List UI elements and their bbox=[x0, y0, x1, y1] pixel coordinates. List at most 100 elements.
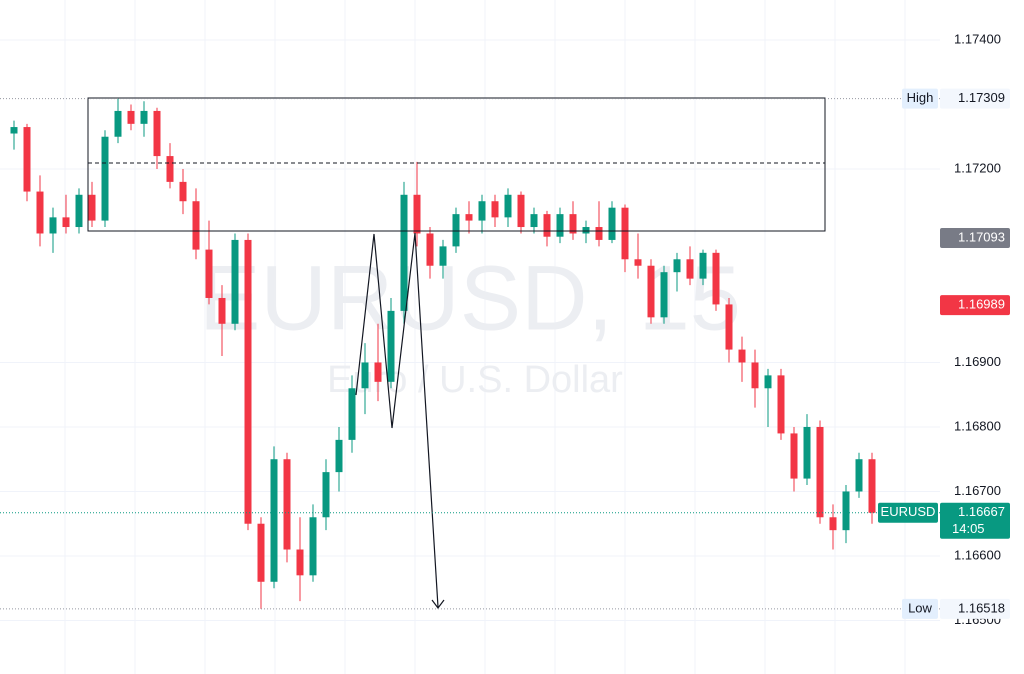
y-tick-label: 1.16800 bbox=[954, 418, 1001, 433]
candle-body bbox=[647, 265, 655, 318]
candle-body bbox=[400, 194, 408, 311]
candle-body bbox=[530, 214, 538, 228]
candle-body bbox=[816, 426, 824, 518]
candle-body bbox=[192, 201, 200, 250]
candle-body bbox=[348, 388, 356, 440]
y-tick-label: 1.17400 bbox=[954, 31, 1001, 46]
candle-body bbox=[387, 310, 395, 382]
candle-body bbox=[426, 233, 434, 266]
candle-body bbox=[88, 194, 96, 221]
candle-body bbox=[335, 439, 343, 473]
candle-body bbox=[283, 459, 291, 550]
candle-body bbox=[712, 252, 720, 305]
candle-body bbox=[829, 517, 837, 531]
candle-body bbox=[101, 136, 109, 221]
y-tick-label: 1.16700 bbox=[954, 483, 1001, 498]
candle-body bbox=[374, 362, 382, 382]
candle-body bbox=[491, 201, 499, 218]
tag-value-box bbox=[940, 295, 1010, 316]
tag-value: 1.16518 bbox=[958, 600, 1005, 615]
candle-body bbox=[153, 110, 161, 157]
tag-value: 1.17309 bbox=[958, 90, 1005, 105]
candle-body bbox=[413, 194, 421, 234]
candle-body bbox=[296, 549, 304, 576]
candle-body bbox=[634, 259, 642, 266]
candle-body bbox=[218, 297, 226, 324]
candle-body bbox=[361, 362, 369, 389]
tag-value: 1.17093 bbox=[958, 229, 1005, 244]
candle-body bbox=[179, 181, 187, 202]
candle-body bbox=[790, 433, 798, 479]
candle-body bbox=[465, 214, 473, 221]
candle-body bbox=[36, 191, 44, 234]
candle-body bbox=[504, 194, 512, 218]
tag-countdown: 14:05 bbox=[952, 521, 985, 536]
range-box bbox=[87, 97, 826, 232]
candle-body bbox=[10, 127, 18, 134]
candle-body bbox=[842, 491, 850, 531]
candle-body bbox=[686, 259, 694, 279]
candle-body bbox=[803, 426, 811, 479]
candle-body bbox=[660, 272, 668, 318]
price-tags: High 1.17309 1.17093 1.16989 EURUSD 1.16667 14… bbox=[0, 88, 1010, 619]
tag-label: High bbox=[907, 90, 934, 105]
candle-body bbox=[621, 207, 629, 260]
candle-body bbox=[582, 227, 590, 234]
candle-body bbox=[257, 523, 265, 582]
candle-body bbox=[231, 239, 239, 324]
y-tick-label: 1.17200 bbox=[954, 160, 1001, 175]
candle-body bbox=[673, 259, 681, 273]
candle-body bbox=[114, 110, 122, 137]
candle-body bbox=[322, 472, 330, 518]
candle-body bbox=[751, 362, 759, 389]
candle-body bbox=[244, 239, 252, 524]
y-tick-label: 1.16600 bbox=[954, 547, 1001, 562]
watermark-title: EURUSD, 15 bbox=[199, 247, 741, 349]
candle-body bbox=[543, 214, 551, 237]
candle-body bbox=[517, 194, 525, 228]
candle-body bbox=[738, 349, 746, 363]
tag-label-box bbox=[878, 502, 938, 523]
candle-body bbox=[270, 459, 278, 582]
candle-body bbox=[699, 252, 707, 279]
tag-label: Low bbox=[908, 600, 932, 615]
tag-label-box bbox=[902, 88, 938, 109]
candle-body bbox=[868, 459, 876, 513]
candle-body bbox=[595, 227, 603, 240]
candle-body bbox=[439, 246, 447, 266]
projection-arrow bbox=[431, 599, 445, 609]
candle-body bbox=[855, 459, 863, 492]
candle-body bbox=[452, 214, 460, 247]
candle-body bbox=[49, 217, 57, 234]
candle-body bbox=[777, 375, 785, 434]
candle-body bbox=[569, 214, 577, 234]
candle-body bbox=[309, 517, 317, 576]
watermark-subtitle: Euro / U.S. Dollar bbox=[327, 359, 623, 401]
candle-body bbox=[62, 217, 70, 228]
candle-body bbox=[75, 194, 83, 228]
grid: 1.17400 1.17200 1.16900 1.16800 1.16700 1.166… bbox=[0, 0, 1001, 674]
candle-body bbox=[725, 304, 733, 350]
candle-body bbox=[764, 375, 772, 389]
tag-label: EURUSD bbox=[881, 504, 936, 519]
candle-body bbox=[140, 110, 148, 124]
candle-body bbox=[556, 214, 564, 237]
candles bbox=[10, 98, 876, 609]
candle-body bbox=[127, 110, 135, 124]
projection-path bbox=[355, 232, 439, 608]
tag-value: 1.16989 bbox=[958, 297, 1005, 312]
tag-label-box bbox=[902, 598, 938, 619]
candle-body bbox=[478, 201, 486, 221]
tag-value-box bbox=[940, 502, 1010, 539]
tag-value-box bbox=[940, 227, 1010, 248]
candle-body bbox=[166, 156, 174, 182]
tag-value: 1.16667 bbox=[958, 504, 1005, 519]
y-tick-label: 1.16900 bbox=[954, 354, 1001, 369]
candle-body bbox=[608, 207, 616, 240]
candle-body bbox=[205, 249, 213, 298]
tag-value-box bbox=[940, 598, 1010, 619]
candle-body bbox=[23, 127, 31, 192]
tag-value-box bbox=[940, 88, 1010, 109]
